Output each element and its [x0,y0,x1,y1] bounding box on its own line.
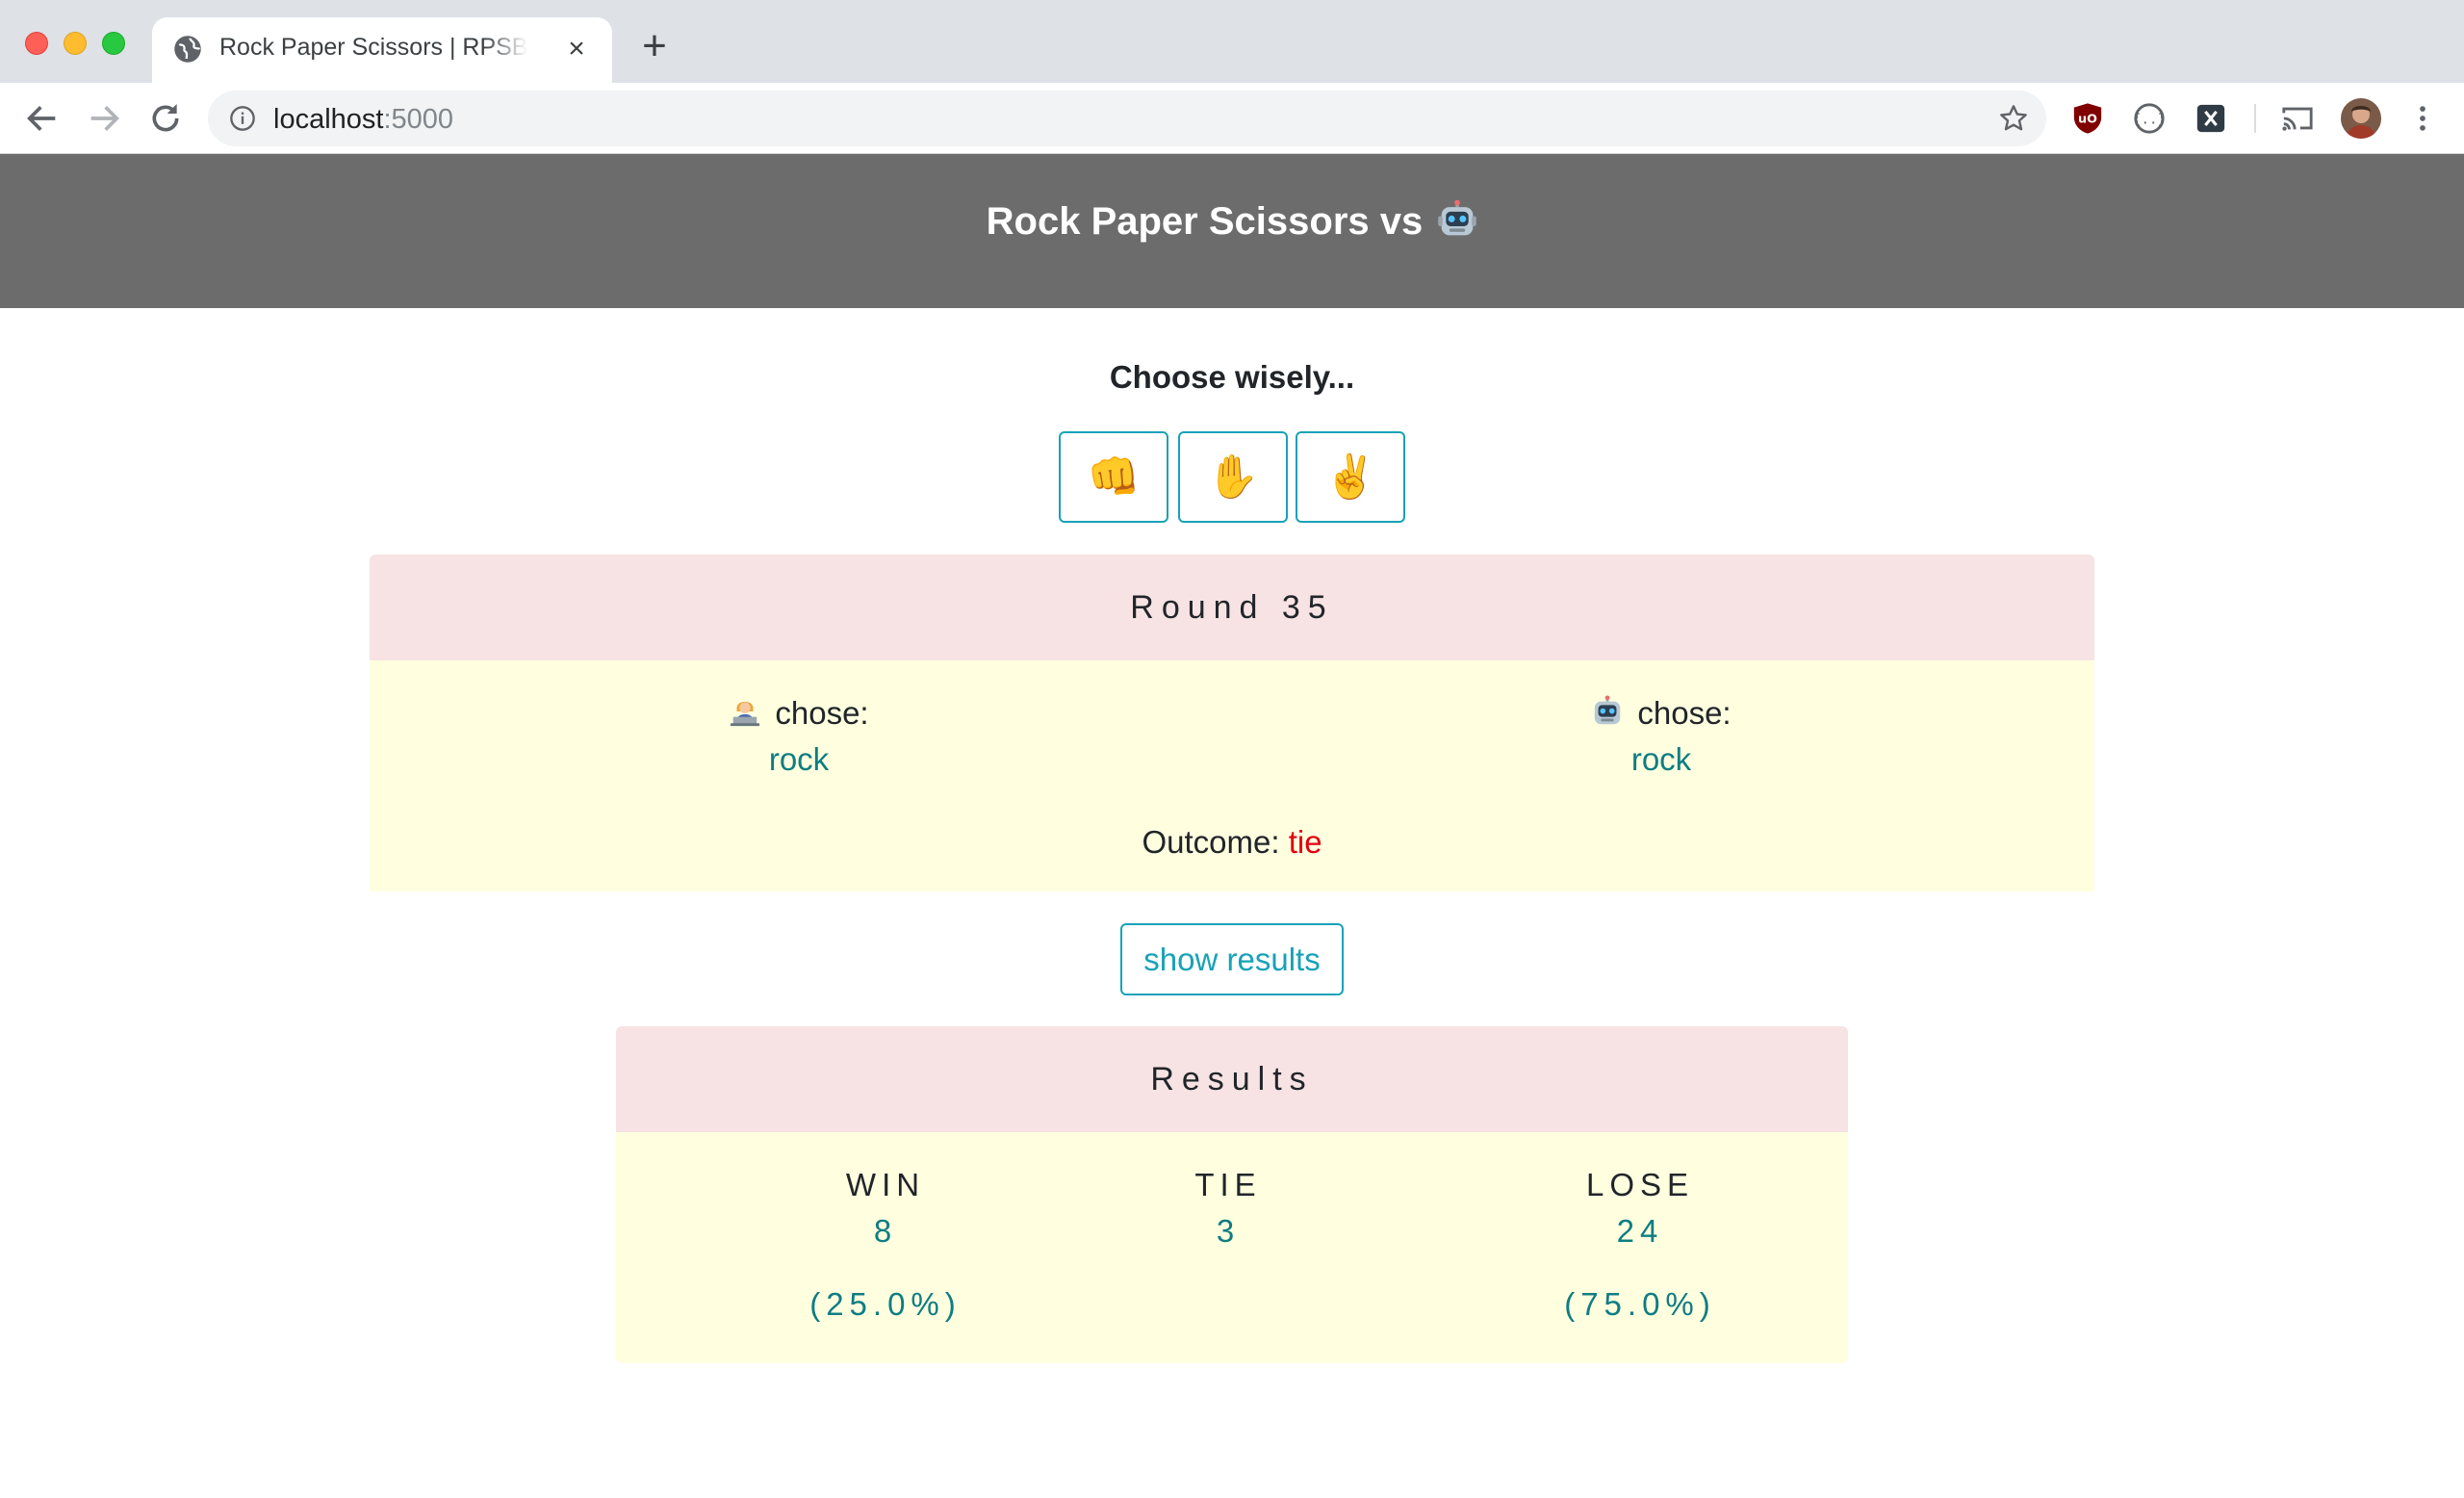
reload-icon[interactable] [146,99,185,138]
tie-percent [1084,1286,1373,1325]
fist-icon: 👊 [1087,453,1141,501]
menu-icon[interactable] [2406,102,2439,135]
bot-choice: chose: rock [1324,695,1998,778]
paper-button[interactable]: ✋ [1178,431,1288,523]
tie-count: 3 [1216,1213,1241,1249]
window-close-button[interactable] [25,32,48,55]
win-stat: WIN 8 (25.0%) [741,1167,1030,1325]
url-host: localhost [273,104,384,135]
win-percent: (25.0%) [809,1286,962,1322]
robot-icon [1595,695,1621,725]
page-content: Rock Paper Scissors vs Choose wisely... … [0,154,2464,1498]
choice-buttons: 👊 ✋ ✌️ [1059,431,1405,524]
info-icon[interactable] [229,105,256,132]
url-text: localhost:5000 [273,104,453,136]
human-choice-value: rock [768,741,830,777]
browser-tab-bar: Rock Paper Scissors | RPSBOT × + [0,0,2464,83]
lose-percent: (75.0%) [1564,1286,1716,1322]
rock-button[interactable]: 👊 [1059,431,1168,523]
x-extension-icon[interactable] [2194,102,2227,135]
window-minimize-button[interactable] [64,32,87,55]
scissors-button[interactable]: ✌️ [1296,431,1405,523]
bot-chose-label: chose: [1637,695,1732,731]
toolbar-divider [2254,104,2256,133]
show-results-button[interactable]: show results [1120,923,1344,995]
forward-icon[interactable] [85,99,123,138]
bot-chose-line: chose: [1324,695,1998,732]
outcome-label: Outcome: [1142,824,1280,860]
tie-stat: TIE 3 [1084,1167,1373,1325]
svg-text:{..}: {..} [2133,113,2166,128]
bot-choice-value: rock [1630,741,1692,777]
win-label: WIN [845,1167,926,1202]
page-title: Rock Paper Scissors vs [0,154,2464,308]
tie-label: TIE [1194,1167,1262,1202]
round-card: Round 35 chose: rock [370,555,2094,1046]
lose-stat: LOSE 24 (75.0%) [1496,1167,1784,1325]
hand-icon: ✋ [1206,453,1260,501]
results-card: Results WIN 8 (25.0%) TIE 3 LOSE 24 (75.… [616,1026,1848,1363]
tab-title: Rock Paper Scissors | RPSBOT [219,34,527,61]
plus-icon[interactable]: + [642,22,667,69]
win-count: 8 [873,1213,898,1249]
round-title: Round 35 [370,555,2094,660]
human-chose-label: chose: [775,695,869,731]
browser-toolbar: localhost:5000 uO {..} [0,83,2464,154]
person-at-computer-icon [731,701,760,727]
outcome: Outcome: tie [370,824,2094,861]
svg-text:uO: uO [2078,112,2097,126]
page-title-text: Rock Paper Scissors vs [986,200,1424,243]
robot-icon [1438,199,1477,236]
star-icon[interactable] [1998,103,2029,134]
outcome-value: tie [1288,824,1322,860]
results-title: Results [616,1026,1848,1132]
lose-label: LOSE [1585,1167,1695,1202]
avatar[interactable] [2341,98,2381,139]
json-icon[interactable]: {..} [2133,102,2166,135]
choose-prompt: Choose wisely... [1109,359,1355,395]
window-zoom-button[interactable] [102,32,125,55]
page-header: Rock Paper Scissors vs [0,154,2464,308]
round-body: chose: rock chose: rock [370,660,2094,891]
close-icon[interactable]: × [568,33,585,65]
browser-tab-active[interactable]: Rock Paper Scissors | RPSBOT × [152,17,612,83]
back-icon[interactable] [23,99,62,138]
ublock-icon[interactable]: uO [2071,102,2104,135]
url-port: :5000 [383,104,454,135]
human-choice: chose: rock [462,695,1136,778]
victory-hand-icon: ✌️ [1323,453,1377,501]
lose-count: 24 [1616,1213,1664,1249]
address-bar[interactable]: localhost:5000 [208,90,2046,146]
globe-icon [174,36,201,63]
human-chose-line: chose: [462,695,1136,732]
results-body: WIN 8 (25.0%) TIE 3 LOSE 24 (75.0%) [616,1132,1848,1363]
cast-icon[interactable] [2281,102,2314,135]
